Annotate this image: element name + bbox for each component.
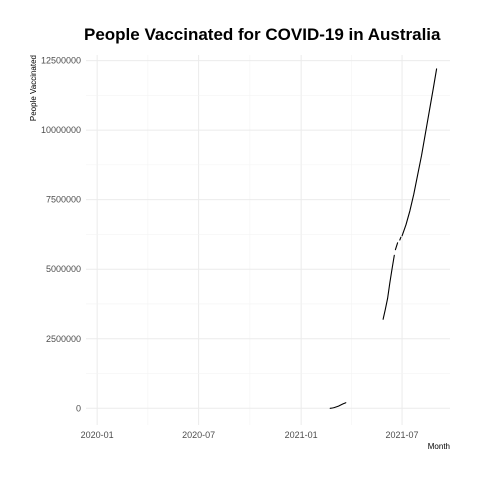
series-line-segment	[329, 402, 347, 409]
y-tick-label: 10000000	[41, 125, 81, 135]
y-axis-label: People Vaccinated	[29, 55, 38, 121]
x-axis-label: Month	[428, 442, 450, 451]
y-tick-label: 2500000	[46, 334, 81, 344]
series-line-segment	[394, 242, 399, 251]
series-line-segment	[399, 236, 402, 241]
y-tick-label: 12500000	[41, 56, 81, 66]
chart-title: People Vaccinated for COVID-19 in Austra…	[84, 25, 441, 44]
y-tick-label: 5000000	[46, 264, 81, 274]
x-tick-label: 2020-07	[182, 430, 215, 440]
y-tick-label: 7500000	[46, 195, 81, 205]
x-tick-label: 2021-01	[285, 430, 318, 440]
x-tick-label: 2020-01	[81, 430, 114, 440]
y-tick-label: 0	[76, 403, 81, 413]
x-tick-label: 2021-07	[386, 430, 419, 440]
series-line-segment	[382, 254, 395, 320]
series-line-segment	[401, 68, 438, 237]
